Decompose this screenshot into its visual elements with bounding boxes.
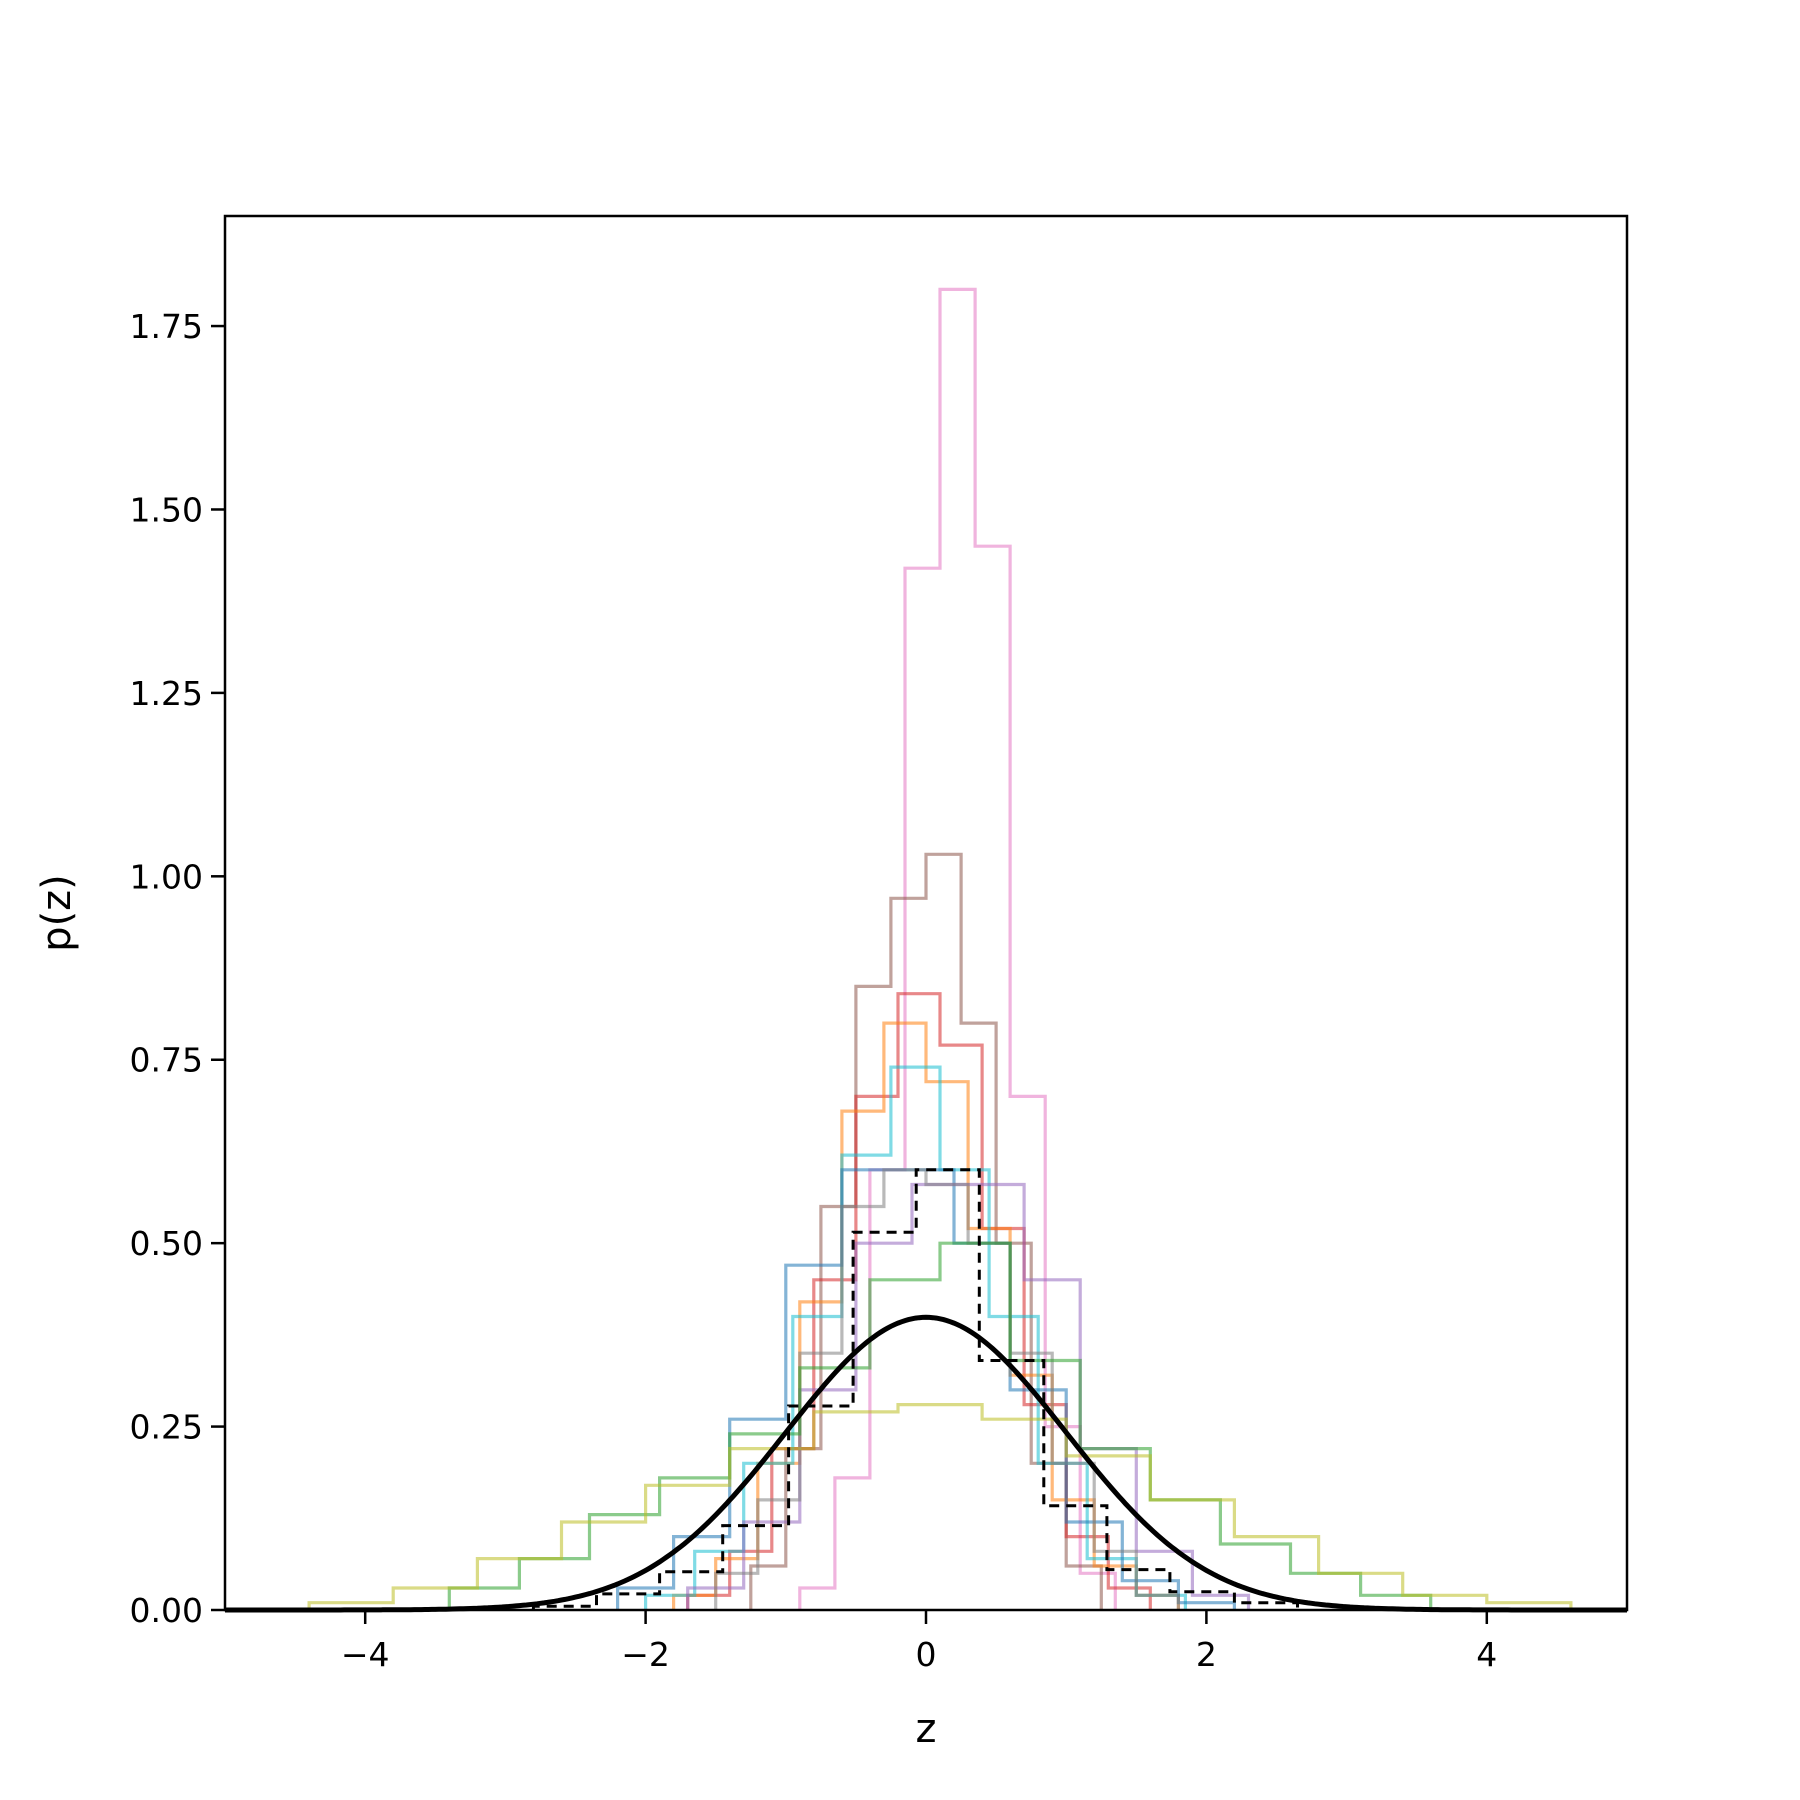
ticks-layer: −4 −2 0 2 4 0.00 0.25 0.50 0.75 1.00 1.25 1.50 1.75 [130,307,1498,1674]
x-tick-label: 2 [1196,1635,1217,1674]
reference-histogram-dashed [531,1168,1299,1610]
y-tick-label: 1.75 [130,307,203,346]
y-tick-label: 0.75 [130,1041,203,1080]
x-tick-label: 4 [1476,1635,1497,1674]
x-tick-label: −2 [621,1635,670,1674]
histogram-series-8 [714,1168,1180,1610]
y-tick-label: 1.50 [130,490,203,529]
series-layer [307,287,1573,1610]
histogram-series-1 [798,287,1117,1610]
histogram-series-10 [307,1403,1573,1610]
x-tick-label: 0 [916,1635,937,1674]
y-tick-label: 0.50 [130,1224,203,1263]
y-tick-label: 1.25 [130,674,203,713]
y-axis-label: p(z) [34,874,80,952]
histogram-series-9 [447,1241,1433,1610]
histogram-series-3 [686,992,1152,1610]
histogram-series-2 [749,852,1103,1610]
y-tick-label: 0.00 [130,1591,203,1630]
y-tick-label: 1.00 [130,857,203,896]
histogram-series-6 [616,1168,1236,1610]
normal-pdf-curve [225,1314,1627,1613]
x-tick-label: −4 [341,1635,390,1674]
reference-layer [225,1168,1627,1613]
plot-frame [223,214,1629,1612]
histogram-series-5 [644,1065,1187,1610]
x-axis-label: z [916,1706,937,1752]
y-tick-label: 0.25 [130,1408,203,1447]
